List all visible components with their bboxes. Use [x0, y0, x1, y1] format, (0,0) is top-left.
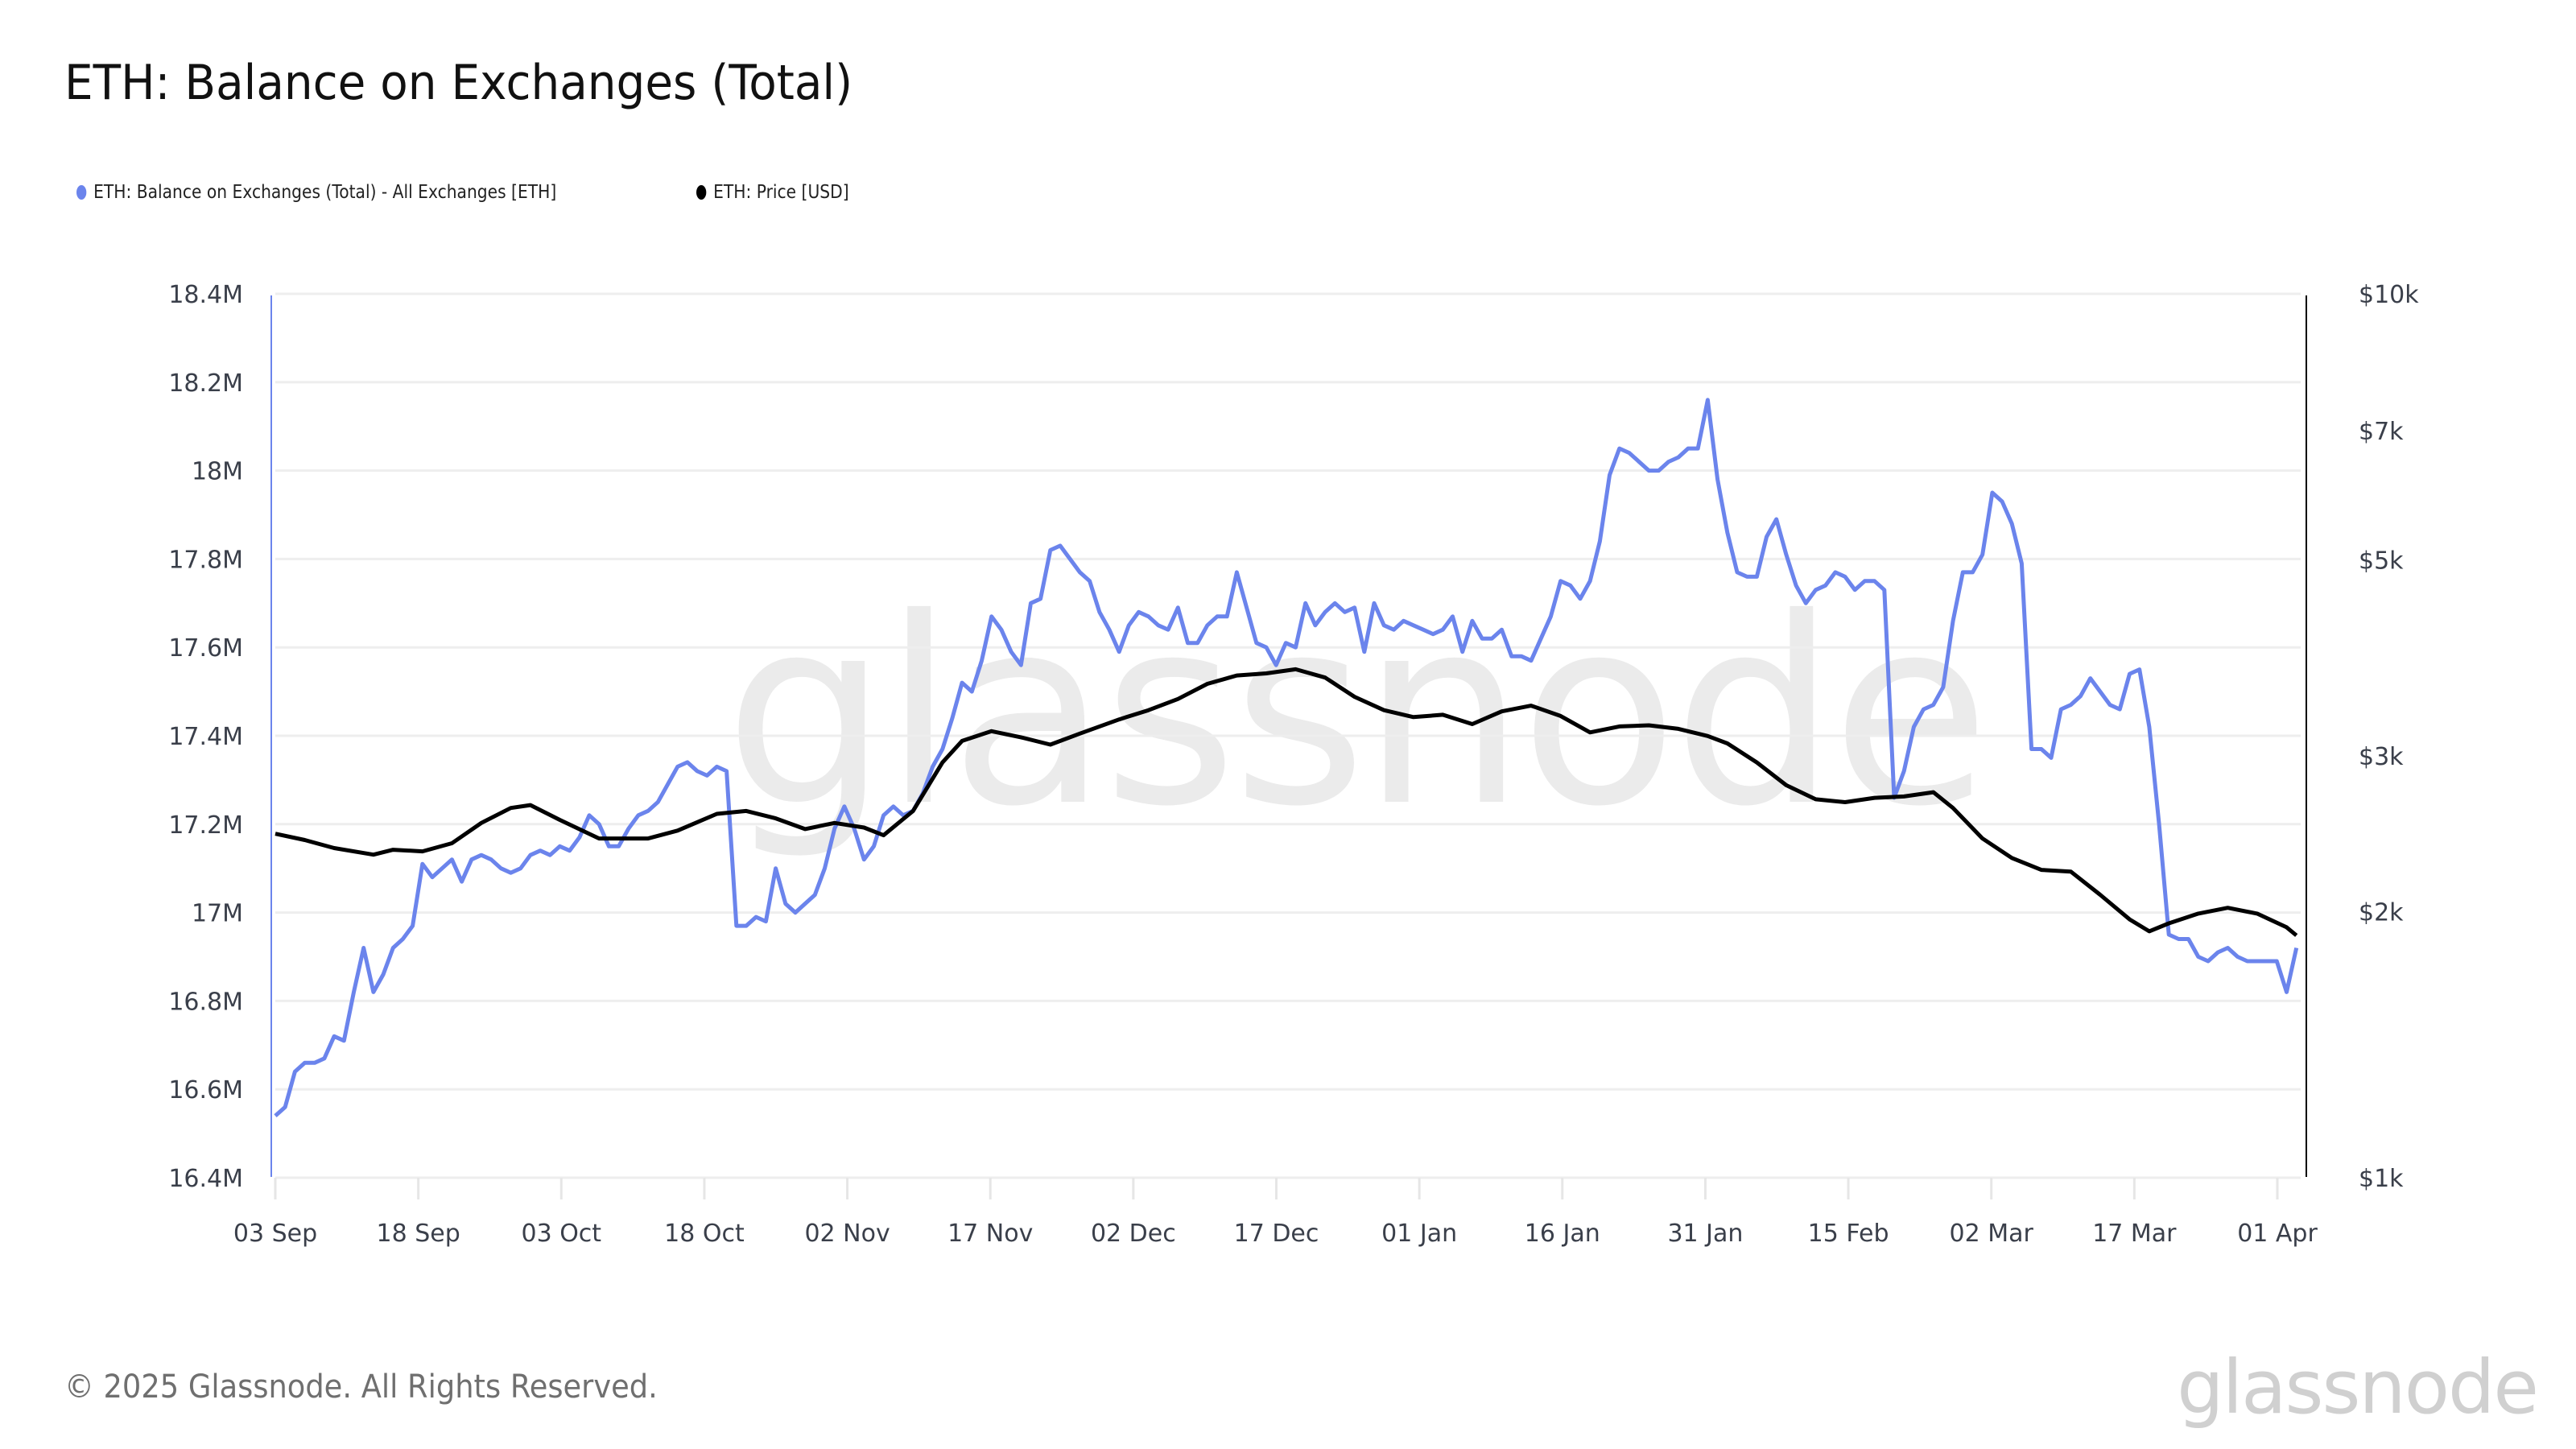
x-tick-label: 17 Mar — [2092, 1220, 2177, 1248]
x-tick-label: 18 Oct — [664, 1220, 745, 1248]
x-tick-label: 17 Dec — [1234, 1220, 1319, 1248]
x-tick-label: 03 Oct — [521, 1220, 601, 1248]
y-axis-left: 18.4M 18.2M 18M 17.8M 17.6M 17.4M 17.2M 17M 16.8… — [168, 281, 243, 1193]
y-left-tick-label: 16.6M — [168, 1076, 243, 1104]
x-tick-label: 02 Dec — [1091, 1220, 1176, 1248]
x-tick-label: 02 Mar — [1950, 1220, 2034, 1248]
y-right-tick-label: $1k — [2359, 1165, 2404, 1193]
legend-label-price: ETH: Price [USD] — [712, 182, 849, 203]
y-right-tick-label: $7k — [2359, 418, 2404, 446]
y-left-tick-label: 16.8M — [168, 988, 243, 1016]
x-tick-label: 16 Jan — [1525, 1220, 1600, 1248]
y-right-tick-label: $5k — [2359, 547, 2404, 576]
x-tick-label: 17 Nov — [947, 1220, 1033, 1248]
y-left-tick-label: 17.4M — [168, 723, 243, 751]
y-axis-right: $10k $7k $5k $3k $2k $1k — [2359, 281, 2419, 1193]
balance-series-line — [274, 398, 2299, 1117]
price-series-line — [275, 667, 2298, 937]
y-right-tick-label: $2k — [2359, 898, 2404, 927]
y-left-tick-label: 17.6M — [168, 634, 243, 663]
y-left-tick-label: 18.2M — [168, 369, 243, 398]
y-left-tick-label: 17.2M — [168, 811, 243, 840]
legend-label-balance: ETH: Balance on Exchanges (Total) - All … — [93, 182, 557, 203]
x-tick-label: 03 Sep — [233, 1220, 317, 1248]
gridlines — [275, 292, 2301, 1179]
y-left-tick-label: 16.4M — [168, 1165, 243, 1193]
legend-item-price[interactable]: ETH: Price [USD] — [696, 182, 849, 203]
page-title: ETH: Balance on Exchanges (Total) — [64, 55, 853, 111]
y-left-tick-label: 18M — [192, 458, 243, 486]
y-left-tick-label: 17M — [192, 900, 243, 928]
chart-legend: ETH: Balance on Exchanges (Total) - All … — [76, 182, 943, 203]
x-tick-label: 02 Nov — [804, 1220, 890, 1248]
y-right-tick-label: $3k — [2359, 743, 2404, 771]
x-tick-label: 01 Apr — [2237, 1220, 2318, 1248]
x-axis: 03 Sep 18 Sep 03 Oct 18 Oct 02 Nov 17 Nov 02 D… — [233, 1178, 2318, 1248]
y-right-tick-label: $10k — [2359, 281, 2419, 309]
legend-dot-balance-icon — [76, 185, 87, 200]
x-tick-label: 01 Jan — [1381, 1220, 1457, 1248]
x-tick-label: 18 Sep — [377, 1220, 460, 1248]
x-tick-label: 15 Feb — [1808, 1220, 1889, 1248]
legend-item-balance[interactable]: ETH: Balance on Exchanges (Total) - All … — [76, 182, 556, 203]
y-left-tick-label: 17.8M — [168, 546, 243, 574]
legend-dot-price-icon — [696, 185, 706, 200]
copyright-text: © 2025 Glassnode. All Rights Reserved. — [64, 1368, 658, 1406]
y-left-tick-label: 18.4M — [168, 281, 243, 309]
x-tick-label: 31 Jan — [1667, 1220, 1743, 1248]
glassnode-logo: glassnode — [2177, 1344, 2539, 1430]
